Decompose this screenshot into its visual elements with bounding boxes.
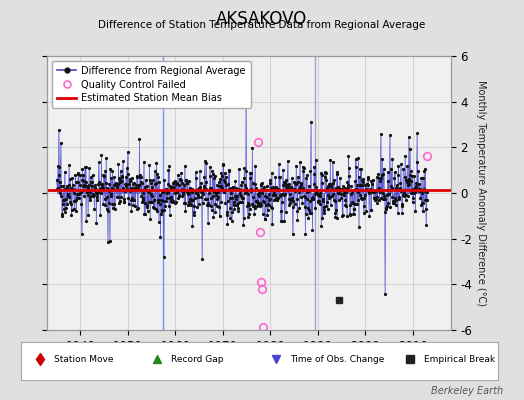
Text: Time of Obs. Change: Time of Obs. Change (290, 354, 385, 364)
Legend: Difference from Regional Average, Quality Control Failed, Estimated Station Mean: Difference from Regional Average, Qualit… (52, 61, 250, 108)
Text: Berkeley Earth: Berkeley Earth (431, 386, 503, 396)
Text: Record Gap: Record Gap (171, 354, 224, 364)
Y-axis label: Monthly Temperature Anomaly Difference (°C): Monthly Temperature Anomaly Difference (… (476, 80, 486, 306)
Text: Station Move: Station Move (54, 354, 114, 364)
Text: AKSAKOVO: AKSAKOVO (216, 10, 308, 28)
Text: Empirical Break: Empirical Break (424, 354, 495, 364)
Text: Difference of Station Temperature Data from Regional Average: Difference of Station Temperature Data f… (99, 20, 425, 30)
